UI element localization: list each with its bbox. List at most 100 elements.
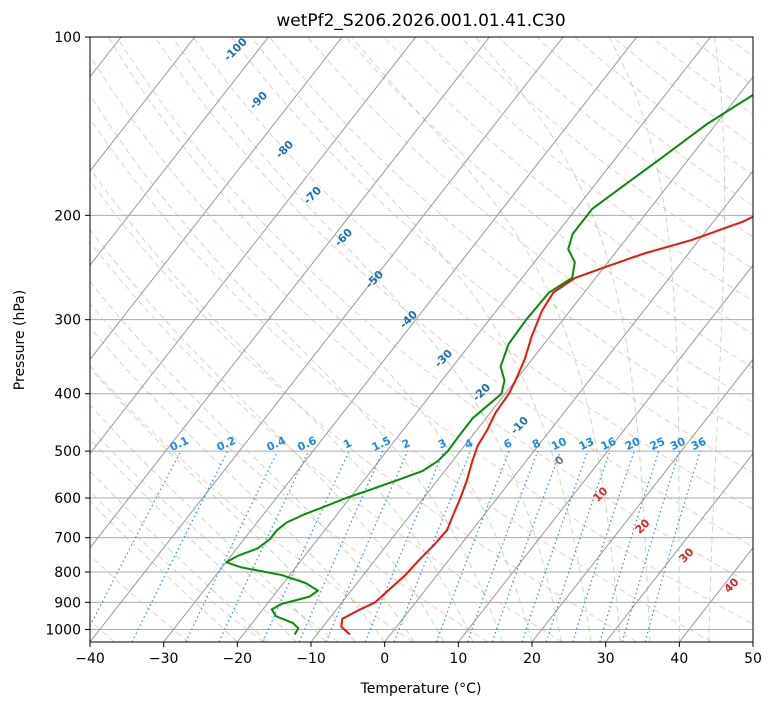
moist-adiabat-line xyxy=(608,37,680,642)
dry-adiabat-line xyxy=(90,554,190,642)
isotherm-label: -100 xyxy=(221,35,250,64)
dry-adiabat-line xyxy=(307,37,753,403)
y-tick-label: 200 xyxy=(54,208,81,224)
dry-adiabat-line xyxy=(90,54,753,625)
mixing-ratio-label: 13 xyxy=(577,435,596,453)
moist-adiabat-line xyxy=(90,404,327,642)
x-tick-label: 10 xyxy=(449,651,467,667)
mixing-ratio-label: 20 xyxy=(623,435,643,453)
mixing-ratio-label: 3 xyxy=(436,436,448,451)
mixing-ratio-line xyxy=(131,450,229,642)
mixing-ratio-label: 16 xyxy=(599,435,619,453)
y-axis-label: Pressure (hPa) xyxy=(12,290,28,390)
mixing-ratio-label: 6 xyxy=(502,436,515,451)
y-tick-label: 300 xyxy=(54,313,81,329)
isotherm-label: -30 xyxy=(432,347,455,370)
isotherm-label: -10 xyxy=(508,414,531,437)
x-tick-label: 20 xyxy=(523,651,541,667)
y-tick-label: 400 xyxy=(54,387,81,403)
moist-adiabat-line xyxy=(475,37,651,642)
dry-adiabat-line xyxy=(90,490,264,642)
mixing-ratio-line xyxy=(218,450,310,642)
mixing-ratio-label: 2 xyxy=(400,436,412,451)
isotherm-line xyxy=(605,452,753,642)
x-tick-label: −20 xyxy=(223,651,253,667)
dry-adiabat-line xyxy=(90,179,638,642)
moist-adiabat-line xyxy=(90,280,415,642)
mixing-ratio-label: 4 xyxy=(463,436,476,451)
moist-adiabat-line xyxy=(708,37,726,642)
mixing-ratio-line xyxy=(185,450,279,642)
x-tick-label: −40 xyxy=(75,651,105,667)
y-tick-label: 800 xyxy=(54,565,81,581)
isotherm-line xyxy=(384,170,753,642)
chart-title: wetPf2_S206.2026.001.01.41.C30 xyxy=(276,11,565,31)
x-tick-label: 40 xyxy=(670,651,688,667)
moist-adiabat-line xyxy=(90,326,386,642)
mixing-ratio-line xyxy=(599,450,660,642)
mixing-ratio-line xyxy=(435,450,510,642)
x-tick-label: 30 xyxy=(597,651,615,667)
y-axis: 100 200 300 400 500 600 700 800 900 1000 xyxy=(45,30,90,638)
dry-adiabat-line xyxy=(727,37,753,57)
y-tick-label: 600 xyxy=(54,491,81,507)
isotherm-label: -40 xyxy=(397,308,420,331)
dry-adiabat-line xyxy=(90,117,712,642)
dry-adiabat-line xyxy=(459,37,753,270)
data-lines xyxy=(225,93,753,636)
mixing-ratio-label: 36 xyxy=(689,435,709,453)
isotherm-line xyxy=(90,37,490,549)
dewpoint-line xyxy=(225,93,753,635)
y-tick-label: 1000 xyxy=(45,622,81,638)
x-tick-label: 50 xyxy=(744,651,762,667)
x-axis: −40 −30 −20 −10 0 10 20 30 40 50 xyxy=(75,642,762,667)
moist-adiabat-line xyxy=(90,94,503,642)
isotherm-line xyxy=(236,37,711,642)
isotherm-label: 20 xyxy=(633,516,653,536)
mixing-ratio-line xyxy=(621,450,680,642)
moist-adiabat-line xyxy=(171,37,562,642)
mixing-ratio-line xyxy=(572,450,635,642)
isotherm-line xyxy=(163,37,638,642)
isotherm-label: -60 xyxy=(332,226,355,249)
background-grid xyxy=(90,37,753,642)
y-tick-label: 700 xyxy=(54,531,81,547)
moist-adiabat-line xyxy=(90,438,297,642)
moist-adiabat-line xyxy=(90,367,356,642)
isotherm-label: 40 xyxy=(722,575,742,595)
isotherm-label: -90 xyxy=(247,89,270,112)
mixing-ratio-line xyxy=(644,450,701,642)
x-tick-label: −10 xyxy=(296,651,326,667)
moist-adiabat-line xyxy=(90,228,445,642)
y-tick-label: 900 xyxy=(54,595,81,611)
dry-adiabat-line xyxy=(230,37,753,474)
x-tick-label: 0 xyxy=(380,651,389,667)
isotherm-line xyxy=(310,75,753,642)
moist-adiabat-line xyxy=(90,500,238,642)
moist-adiabat-line xyxy=(90,167,474,642)
moist-adiabat-line xyxy=(108,37,533,642)
isotherm-label: 0 xyxy=(552,453,567,468)
moist-adiabat-line xyxy=(351,37,621,642)
mixing-ratio-line xyxy=(466,450,539,642)
isotherm-line xyxy=(531,358,753,642)
dry-adiabat-line xyxy=(90,303,488,642)
mixing-ratio-line xyxy=(491,450,562,642)
mixing-ratio-line xyxy=(90,450,182,628)
moist-adiabat-line xyxy=(90,470,268,642)
temperature-line xyxy=(340,215,753,636)
x-tick-label: −30 xyxy=(149,651,179,667)
dry-adiabat-line xyxy=(90,241,563,642)
moist-adiabat-line xyxy=(251,37,592,642)
isotherm-label: -50 xyxy=(363,268,386,291)
mixing-ratio-line xyxy=(262,450,350,642)
mixing-ratio-line xyxy=(521,450,589,642)
isotherm-line xyxy=(90,37,343,361)
dry-adiabat-line xyxy=(90,365,414,642)
mixing-ratio-line xyxy=(545,450,611,642)
y-tick-label: 100 xyxy=(54,30,81,46)
dry-adiabat-line xyxy=(421,37,753,302)
dry-adiabat-line xyxy=(383,37,753,335)
isotherm-label: -20 xyxy=(470,381,493,404)
